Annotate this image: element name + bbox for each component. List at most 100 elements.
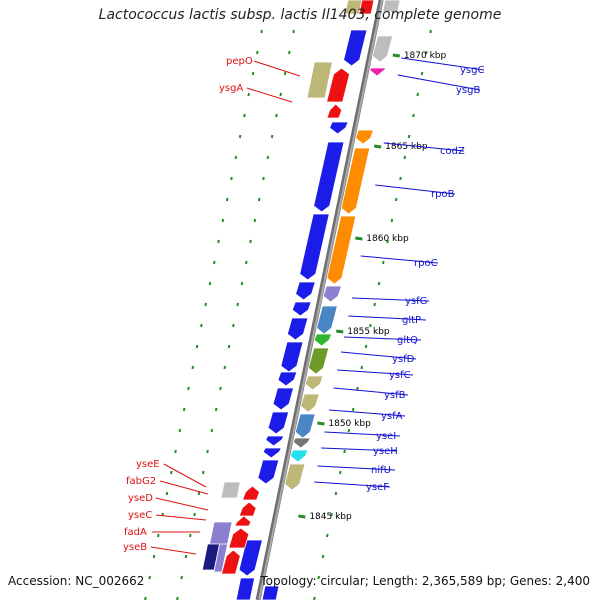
outer-guide-left-dash [200,323,203,328]
outer-guide-left-dash [174,449,177,454]
bottom-cds-2 [261,585,280,600]
inner-guide-left-dash [223,365,227,370]
top-reverse-2 [358,0,375,15]
guide-right-dash [407,134,411,139]
gene-leader-ysef [314,481,391,488]
outer-guide-left-dash [178,428,182,433]
guide-right-dash [360,365,364,370]
gene-label-ysga: ysgA [219,83,243,94]
guide-right-dash [390,218,394,223]
bottom-cds-1-shape [235,577,256,600]
gene-ysee [220,481,241,499]
gene-leader-rpob [375,184,456,195]
gene-label-fada: fadA [124,527,147,538]
forward-cds-8 [280,341,304,373]
gene-ysed-shape [238,501,257,517]
forward-cds-6 [291,301,312,317]
gene-label-pepo: pepO [226,56,253,67]
forward-cds-6-shape [291,301,312,317]
forward-cds-15-shape [238,539,263,577]
forward-cds-9-shape [277,371,298,387]
outer-guide-left-dash [256,50,259,55]
gene-leader-ysfc [337,369,414,376]
gene-label-codz: codZ [440,146,465,157]
forward-cds-14 [257,459,280,485]
inner-guide-left-dash [180,575,183,580]
gene-leader-ysfd [340,351,417,360]
guide-right-dash [326,533,329,538]
guide-right-dash [321,554,325,559]
reverse-cds-top-shape [326,103,343,119]
outer-guide-left-dash [217,239,220,244]
inner-guide-left-dash [257,197,261,202]
gene-leader-yseb [150,546,197,555]
outer-guide-left-dash [169,470,173,475]
map-title: Lactococcus lactis subsp. lactis Il1403,… [98,7,502,23]
outer-guide-left-dash [234,155,238,160]
guide-right-dash [347,428,351,433]
gene-gltq [313,333,333,347]
guide-right-dash [334,491,338,496]
forward-cds-14-shape [257,459,280,485]
gene-label-rpob: rpoB [431,189,455,200]
inner-guide-left-dash [283,71,287,76]
guide-right-dash [382,260,385,265]
inner-guide-left-dash [240,281,244,286]
outer-guide-left-dash [204,302,207,307]
gene-ysfd [307,347,330,375]
position-tick [392,53,401,58]
inner-guide-left-dash [232,323,235,328]
outer-guide-left-dash [213,260,216,265]
gene-label-gltq: gltQ [397,335,418,346]
gene-label-fabg2: fabG2 [126,476,156,487]
forward-cds-5-shape [295,281,316,301]
gene-ysgc [371,35,394,63]
forward-cds-10-shape [272,387,295,411]
gene-fabg2-shape [242,485,260,501]
guide-right-dash [429,29,432,34]
gene-ysed [238,501,257,517]
reverse-cds-bottom-shape [220,549,241,575]
outer-guide-left-dash [208,281,212,286]
guide-right-dash [403,155,407,160]
gene-ysgb [368,67,388,77]
inner-guide-left-dash [279,92,283,97]
forward-cds-7-shape [286,317,309,341]
reverse-cds-bottom [220,549,241,575]
forward-cds-1 [343,29,368,67]
inner-guide-left-dash [210,428,214,433]
gene-leader-ysga [246,87,293,103]
bottom-cds-1 [235,577,256,600]
gene-ysfc [304,375,324,391]
position-tick [336,329,344,334]
forward-cds-4 [299,213,330,281]
gene-leader-ysee [163,463,207,488]
gene-leader-ysgc [401,57,485,71]
forward-cds-4-shape [299,213,330,281]
guide-right-dash [377,281,381,286]
gene-leader-yseh [321,447,398,452]
gene-ysfa-shape [294,413,316,439]
gene-leader-rpoc [360,255,439,264]
gene-ysfc-shape [304,375,324,391]
gene-leader-ysec [155,514,207,521]
inner-guide-left-dash [214,407,218,412]
top-feature [382,0,401,13]
inner-guide-left-dash [189,533,192,538]
forward-cds-13 [262,447,282,459]
forward-cds-10 [272,387,295,411]
gene-pepo [306,61,333,99]
inner-guide-left-dash [206,449,209,454]
gene-leader-codz [383,142,465,152]
gene-ysgc-shape [371,35,394,63]
gene-label-ysed: yseD [128,493,153,504]
inner-guide-left-dash [275,113,278,118]
inner-guide-left-dash [184,554,188,559]
gene-ysgb-shape [368,67,388,77]
forward-cds-11-shape [267,411,290,435]
gene-ysga [326,67,351,103]
gene-label-ysee: yseE [136,459,160,470]
guide-right-dash [420,71,424,76]
reverse-cds-top [326,103,343,119]
gene-label-ysfa: ysfA [381,411,403,422]
